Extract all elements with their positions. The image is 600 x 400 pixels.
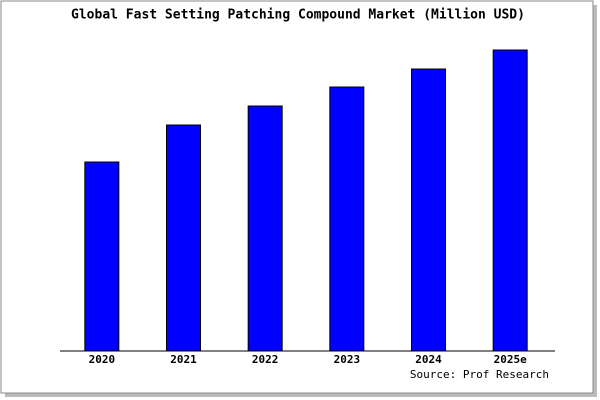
bar — [166, 124, 201, 352]
x-tick-label: 2021 — [170, 353, 197, 366]
bar — [492, 49, 528, 352]
source-note: Source: Prof Research — [410, 368, 549, 381]
bar — [84, 161, 120, 352]
chart-title: Global Fast Setting Patching Compound Ma… — [71, 8, 525, 23]
bar — [411, 68, 446, 352]
bar — [247, 105, 283, 352]
x-tick-label: 2025e — [494, 353, 527, 366]
x-tick-label: 2024 — [415, 353, 442, 366]
bar — [329, 86, 365, 352]
x-tick-label: 2022 — [252, 353, 279, 366]
x-tick-label: 2020 — [89, 353, 116, 366]
x-tick-label: 2023 — [334, 353, 361, 366]
